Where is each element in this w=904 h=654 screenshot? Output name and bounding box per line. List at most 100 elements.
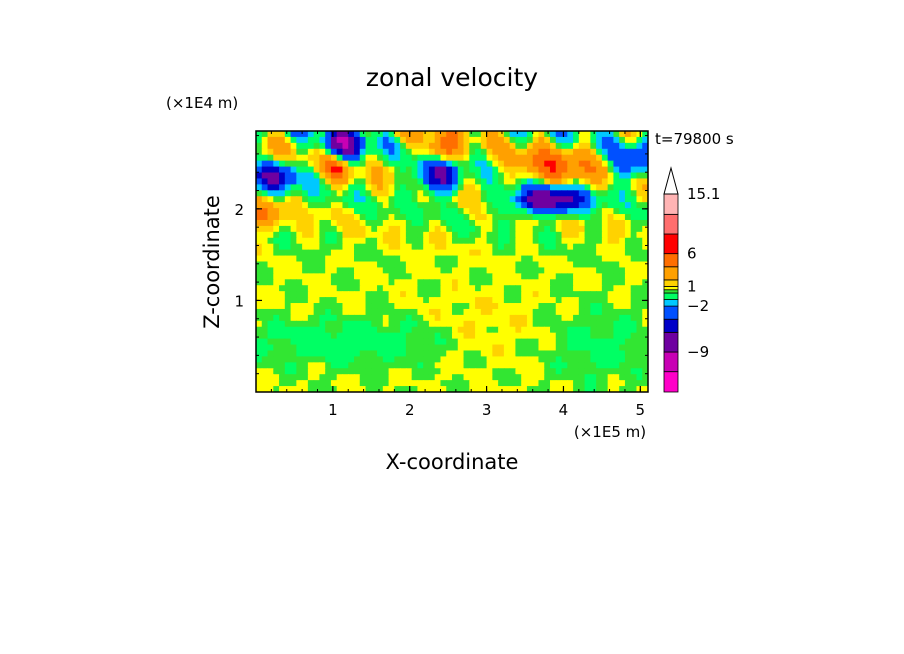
heatmap-cell <box>601 214 609 221</box>
heatmap-cell <box>423 184 430 191</box>
heatmap-cell <box>630 308 638 316</box>
heatmap-cell <box>555 308 563 316</box>
heatmap-cell <box>377 291 384 298</box>
heatmap-cell <box>555 190 563 197</box>
heatmap-cell <box>515 166 522 174</box>
heatmap-cell <box>538 142 545 150</box>
heatmap-cell <box>256 303 263 310</box>
heatmap-cell <box>509 320 517 328</box>
heatmap-cell <box>573 267 580 274</box>
heatmap-cell <box>636 225 643 233</box>
heatmap-cell <box>423 344 430 352</box>
heatmap-cell <box>573 332 580 340</box>
heatmap-cell <box>578 255 586 263</box>
heatmap-cell <box>498 332 505 340</box>
heatmap-cell <box>561 297 568 304</box>
heatmap-cell <box>354 308 361 316</box>
heatmap-cell <box>469 178 476 185</box>
heatmap-cell <box>290 326 297 334</box>
heatmap-cell <box>469 356 476 363</box>
heatmap-cell <box>382 314 390 322</box>
heatmap-cell <box>411 154 419 162</box>
heatmap-cell <box>463 338 470 346</box>
heatmap-cell <box>256 214 263 221</box>
heatmap-cell <box>284 374 292 381</box>
heatmap-cell <box>550 172 557 180</box>
heatmap-cell <box>290 178 297 185</box>
heatmap-cell <box>267 178 274 185</box>
heatmap-cell <box>561 166 568 174</box>
heatmap-cell <box>613 273 620 280</box>
heatmap-cell <box>613 380 620 387</box>
heatmap-cell <box>394 273 401 280</box>
colorbar-segment <box>663 233 679 255</box>
heatmap-cell <box>636 314 643 322</box>
heatmap-cell <box>636 380 643 387</box>
heatmap-cell <box>480 237 488 245</box>
heatmap-cell <box>423 368 430 375</box>
heatmap-cell <box>405 303 413 310</box>
heatmap-cell <box>273 374 280 381</box>
heatmap-cell <box>642 344 648 352</box>
heatmap-cell <box>469 380 476 387</box>
heatmap-cell <box>296 261 303 269</box>
heatmap-cell <box>417 344 424 352</box>
heatmap-cell <box>532 297 540 304</box>
heatmap-cell <box>273 184 280 191</box>
heatmap-cell <box>492 326 499 334</box>
heatmap-cell <box>440 344 447 352</box>
heatmap-cell <box>256 368 263 375</box>
heatmap-cell <box>342 338 349 346</box>
heatmap-cell <box>423 291 430 298</box>
heatmap-cell <box>601 160 609 168</box>
colorbar-segment <box>663 289 679 294</box>
heatmap-cell <box>573 202 580 209</box>
heatmap-cell <box>521 297 528 304</box>
heatmap-cell <box>596 273 603 280</box>
heatmap-cell <box>284 297 292 304</box>
heatmap-cell <box>371 320 378 328</box>
heatmap-cell <box>296 380 303 387</box>
heatmap-cell <box>544 172 551 180</box>
heatmap-cell <box>607 308 615 316</box>
heatmap-cell <box>342 332 349 340</box>
heatmap-cell <box>405 362 413 369</box>
heatmap-cell <box>388 237 395 245</box>
heatmap-cell <box>359 148 367 156</box>
heatmap-cell <box>561 136 568 144</box>
heatmap-cell <box>521 136 528 144</box>
heatmap-cell <box>463 237 470 245</box>
heatmap-cell <box>325 208 332 215</box>
heatmap-cell <box>624 255 632 263</box>
heatmap-cell <box>428 303 436 310</box>
heatmap-cell <box>388 273 395 280</box>
heatmap-cell <box>354 249 361 257</box>
heatmap-cell <box>601 350 609 358</box>
heatmap-cell <box>313 148 321 156</box>
heatmap-cell <box>377 160 384 168</box>
heatmap-cell <box>469 279 476 286</box>
heatmap-cell <box>319 380 326 387</box>
heatmap-cell <box>619 225 626 233</box>
heatmap-cell <box>561 231 568 239</box>
heatmap-cell <box>302 368 309 375</box>
heatmap-cell <box>342 154 349 162</box>
heatmap-cell <box>342 219 349 227</box>
heatmap-cell <box>561 131 568 138</box>
heatmap-cell <box>446 142 453 150</box>
heatmap-cell <box>417 178 424 185</box>
heatmap-cell <box>492 362 499 369</box>
heatmap-cell <box>284 255 292 263</box>
heatmap-cell <box>498 267 505 274</box>
heatmap-cell <box>475 332 482 340</box>
heatmap-cell <box>440 285 447 292</box>
heatmap-cell <box>411 332 419 340</box>
heatmap-cell <box>619 326 626 334</box>
heatmap-cell <box>319 279 326 286</box>
heatmap-cell <box>365 344 372 352</box>
heatmap-cell <box>290 142 297 150</box>
heatmap-cell <box>365 136 372 144</box>
heatmap-cell <box>296 374 303 381</box>
heatmap-cell <box>630 178 638 185</box>
heatmap-cell <box>405 267 413 274</box>
